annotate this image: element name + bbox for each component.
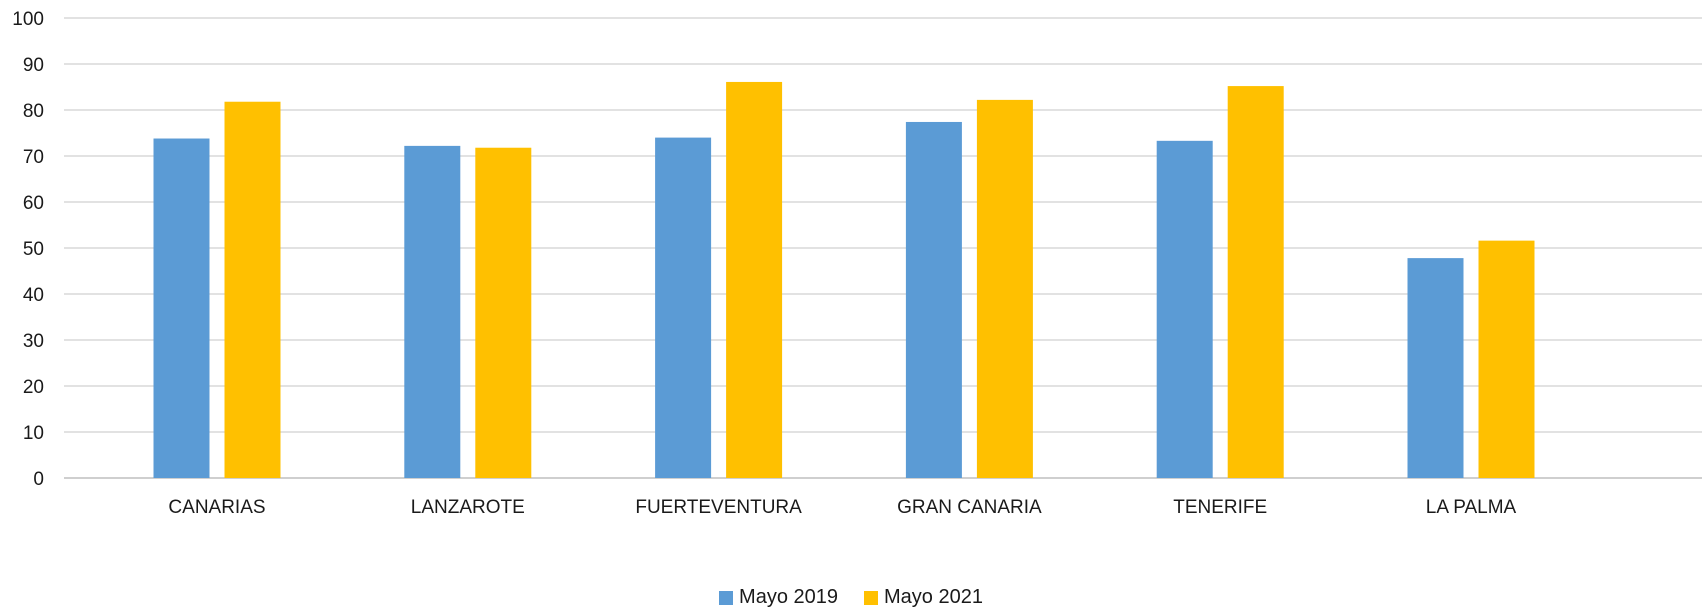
y-tick-label: 20: [23, 377, 44, 398]
legend: Mayo 2019 Mayo 2021: [0, 586, 1702, 609]
legend-label-series-1: Mayo 2019: [739, 586, 838, 608]
legend-label-series-2: Mayo 2021: [884, 586, 983, 608]
bar-1-gran-canaria: [905, 121, 962, 479]
y-tick-label: 80: [23, 101, 44, 122]
bar-2-la-palma: [1478, 240, 1535, 478]
bar-chart: 0 10 20 30 40 50 60 70 80 90 100 CANARIAS LANZAROTE…: [12, 9, 1702, 518]
legend-swatch-series-1: [719, 590, 734, 605]
y-axis-ticks: 0 10 20 30 40 50 60 70 80 90 100: [12, 9, 44, 490]
bar-1-tenerife: [1156, 140, 1213, 478]
x-category-label: FUERTEVENTURA: [635, 497, 802, 518]
y-tick-label: 0: [33, 469, 44, 490]
y-tick-label: 30: [23, 331, 44, 352]
bar-2-canarias: [224, 101, 281, 478]
bar-2-tenerife: [1227, 86, 1284, 478]
bar-1-canarias: [153, 138, 210, 478]
y-tick-label: 90: [23, 55, 44, 76]
y-tick-label: 60: [23, 193, 44, 214]
bar-1-fuerteventura: [655, 137, 712, 478]
bars: [153, 81, 1535, 479]
x-category-label: LANZAROTE: [411, 497, 525, 518]
y-tick-label: 40: [23, 285, 44, 306]
x-category-label: GRAN CANARIA: [897, 497, 1042, 518]
x-category-label: TENERIFE: [1173, 497, 1267, 518]
x-category-label: LA PALMA: [1426, 497, 1517, 518]
bar-2-lanzarote: [475, 147, 532, 478]
y-tick-label: 70: [23, 147, 44, 168]
bar-1-lanzarote: [404, 145, 461, 478]
y-tick-label: 50: [23, 239, 44, 260]
legend-swatch-series-2: [864, 590, 878, 605]
bar-2-gran-canaria: [976, 99, 1033, 478]
bar-2-fuerteventura: [726, 81, 783, 478]
bar-1-la-palma: [1407, 258, 1464, 478]
legend-item-series-2: Mayo 2021: [864, 586, 983, 609]
x-category-label: CANARIAS: [168, 497, 265, 518]
y-tick-label: 10: [23, 423, 44, 444]
legend-item-series-1: Mayo 2019: [719, 586, 838, 609]
x-axis-labels: CANARIAS LANZAROTE FUERTEVENTURA GRAN CANAR…: [168, 497, 1516, 518]
y-tick-label: 100: [12, 9, 44, 30]
gridlines: [64, 17, 1702, 479]
